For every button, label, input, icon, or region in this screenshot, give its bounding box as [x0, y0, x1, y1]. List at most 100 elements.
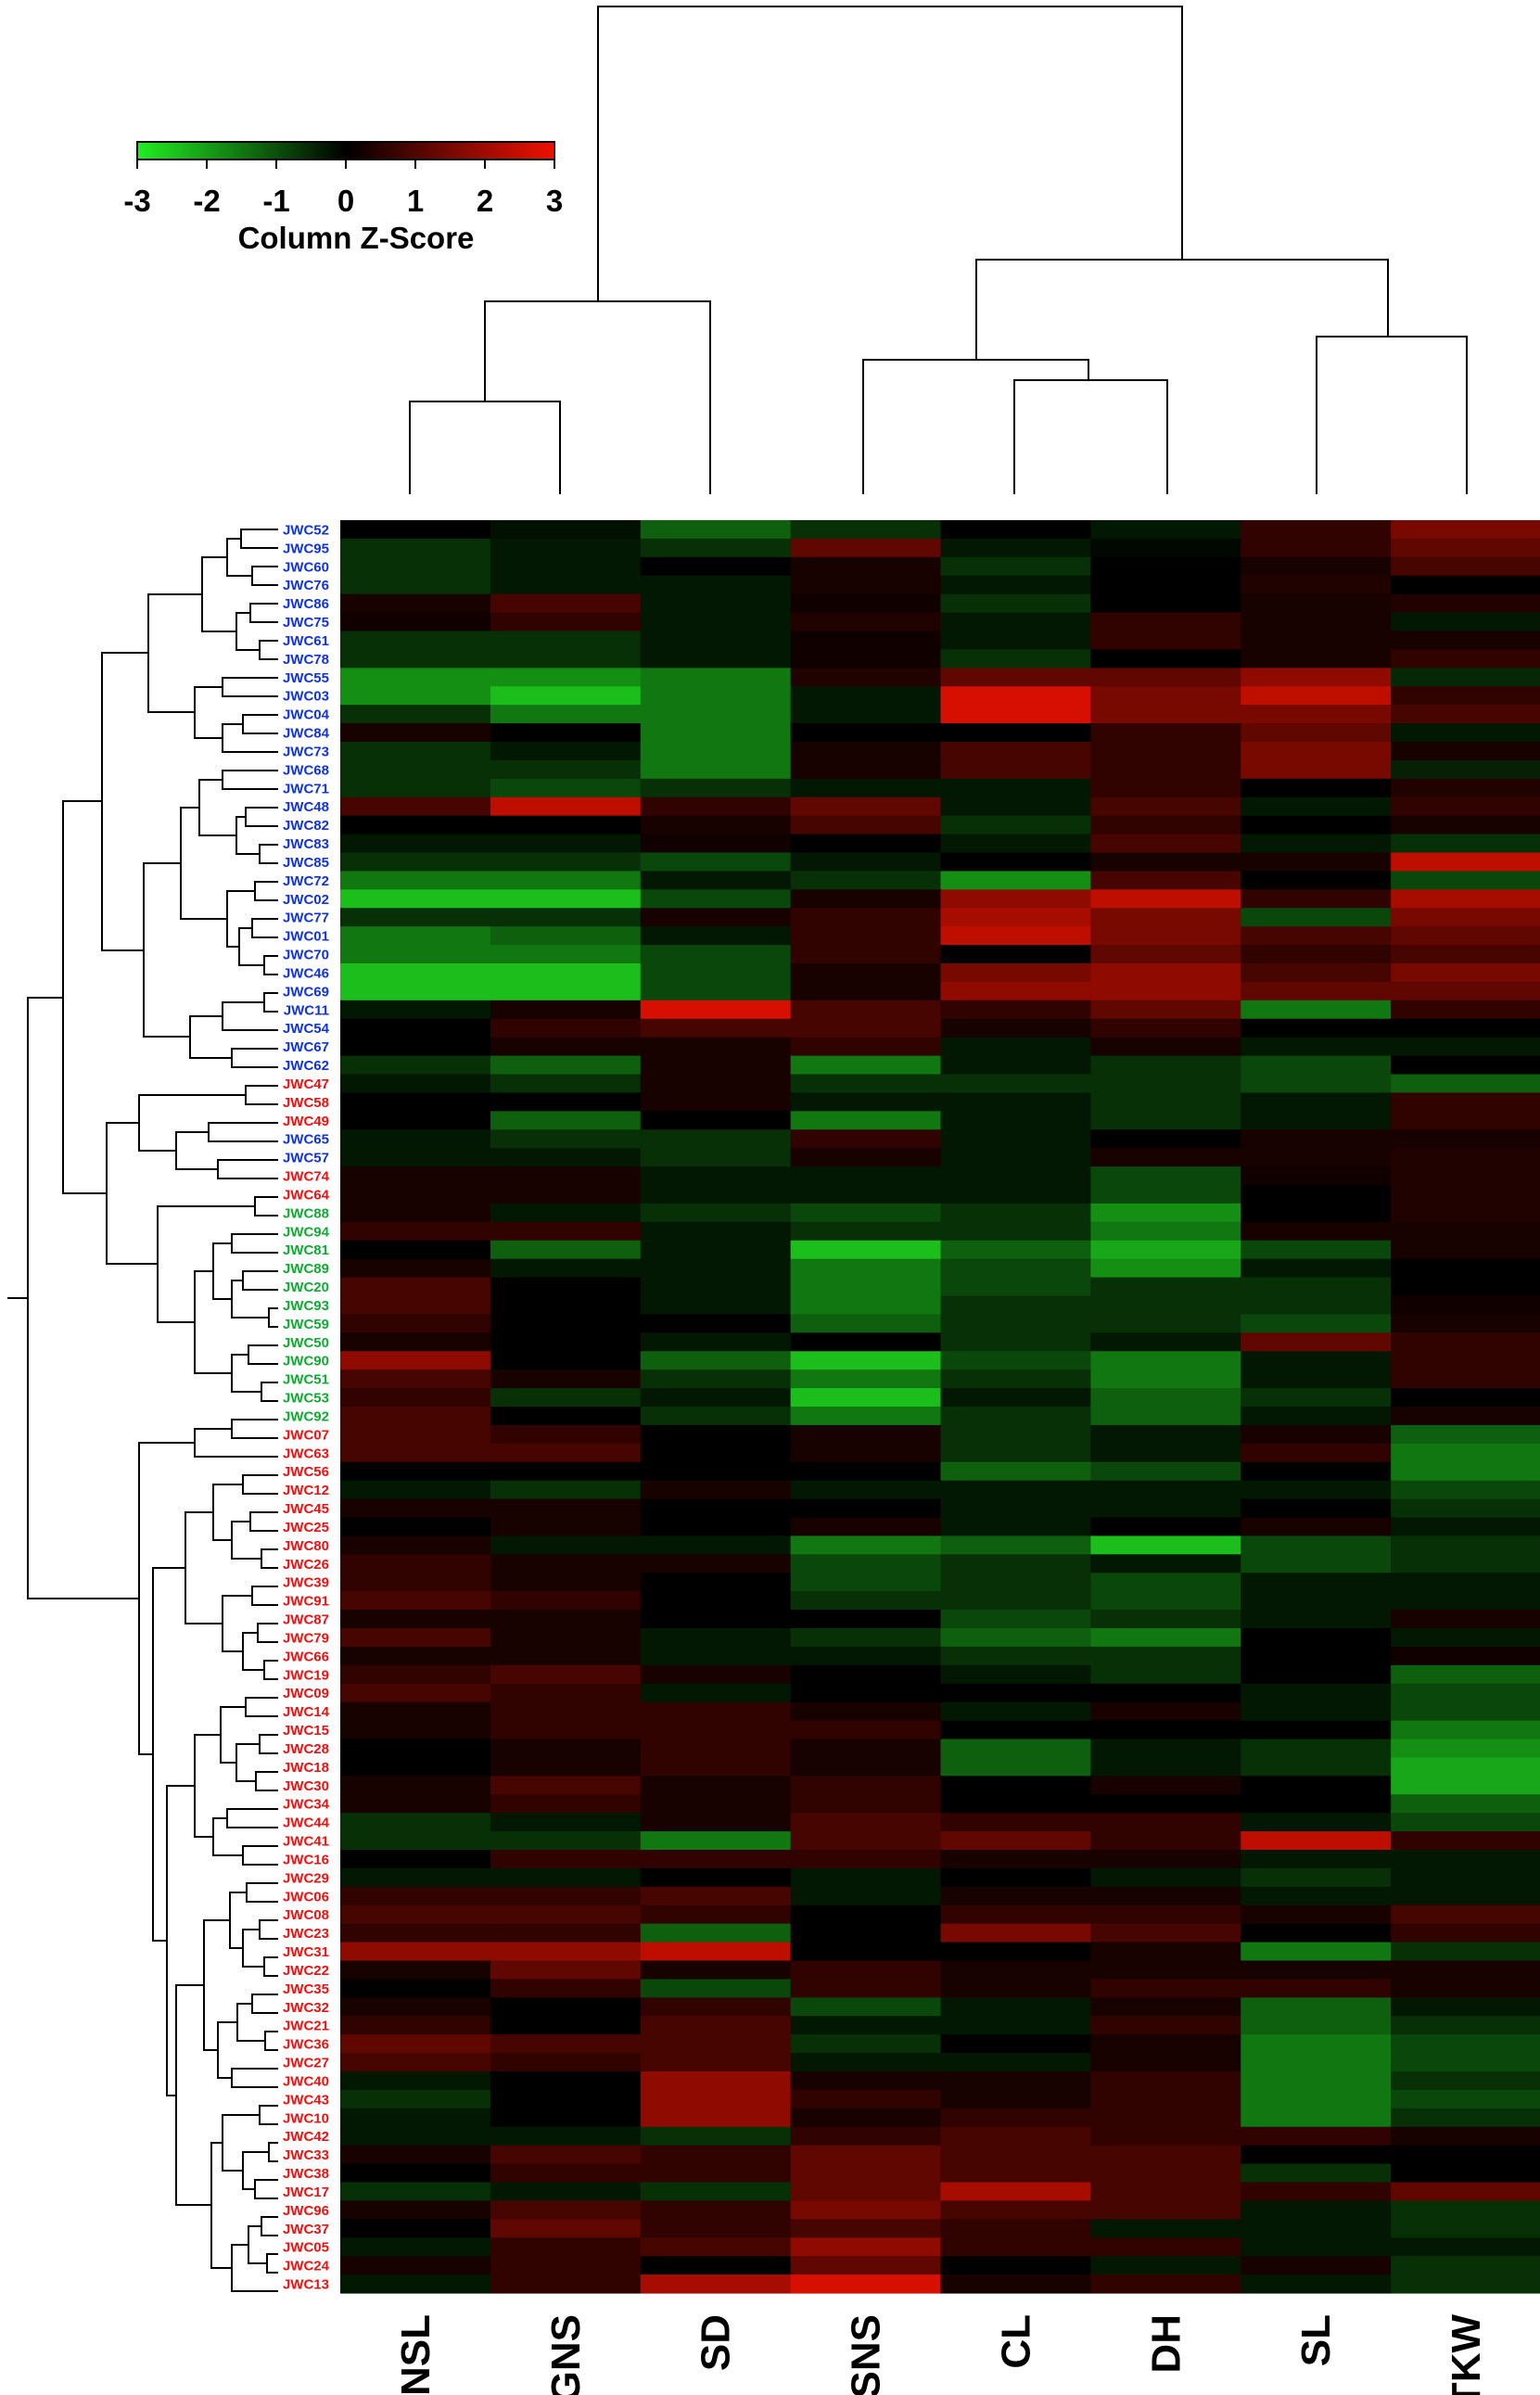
- row-label: JWC65: [283, 1132, 329, 1148]
- heatmap-cell: [490, 1369, 642, 1389]
- heatmap-cell: [1090, 2071, 1241, 2091]
- heatmap-cell: [1391, 1942, 1540, 1962]
- heatmap-cell: [640, 1905, 792, 1925]
- heatmap-cell: [1241, 2016, 1392, 2035]
- heatmap-cell: [940, 575, 1091, 595]
- heatmap-cell: [490, 1683, 642, 1703]
- heatmap-cell: [1391, 1850, 1540, 1869]
- heatmap-cell: [940, 2016, 1091, 2035]
- heatmap-cell: [1391, 1037, 1540, 1057]
- heatmap-cell: [790, 1498, 942, 1519]
- heatmap-cell: [1090, 1701, 1241, 1722]
- heatmap-cell: [640, 1867, 792, 1888]
- heatmap-cell: [1090, 1905, 1241, 1925]
- heatmap-cell: [490, 742, 642, 761]
- heatmap-cell: [340, 1295, 491, 1316]
- row-label: JWC09: [283, 1686, 329, 1701]
- heatmap-cell: [790, 2237, 942, 2257]
- heatmap-cell: [1090, 1443, 1241, 1463]
- row-label: JWC68: [283, 762, 329, 778]
- heatmap-cell: [940, 759, 1091, 780]
- heatmap-cell: [940, 1813, 1091, 1832]
- row-label: JWC19: [283, 1667, 329, 1683]
- color-key-tick-label: 3: [546, 184, 563, 218]
- row-label: JWC21: [283, 2019, 329, 2034]
- heatmap-cell: [490, 1480, 642, 1500]
- heatmap-cell: [790, 2053, 942, 2072]
- heatmap-cell: [490, 1185, 642, 1204]
- heatmap-cell: [340, 1628, 491, 1648]
- heatmap-cell: [1090, 2089, 1241, 2109]
- heatmap-cell: [790, 1443, 942, 1463]
- heatmap-cell: [1090, 1074, 1241, 1094]
- heatmap-cell: [490, 889, 642, 909]
- heatmap-cell: [1090, 1517, 1241, 1537]
- heatmap-cell: [1391, 1332, 1540, 1352]
- heatmap-cell: [640, 556, 792, 577]
- heatmap-cell: [640, 1314, 792, 1333]
- heatmap-cell: [1090, 1554, 1241, 1573]
- heatmap-cell: [790, 2274, 942, 2294]
- heatmap-cell: [1090, 556, 1241, 577]
- heatmap-cell: [1090, 2219, 1241, 2238]
- heatmap-cell: [1090, 1942, 1241, 1962]
- column-label: TKW: [1444, 2314, 1489, 2395]
- heatmap-cell: [490, 1037, 642, 1057]
- heatmap-cell: [940, 926, 1091, 946]
- heatmap-cell: [1090, 1277, 1241, 1297]
- heatmap-cell: [790, 1813, 942, 1832]
- heatmap-cell: [790, 2108, 942, 2128]
- row-label: JWC16: [283, 1852, 329, 1867]
- heatmap-cell: [1241, 1813, 1392, 1832]
- row-label: JWC48: [283, 799, 329, 815]
- row-label: JWC40: [283, 2073, 329, 2089]
- row-label: JWC26: [283, 1557, 329, 1573]
- heatmap-cell: [340, 1461, 491, 1482]
- row-label: JWC78: [283, 652, 329, 668]
- heatmap-cell: [1241, 945, 1392, 964]
- heatmap-cell: [940, 556, 1091, 577]
- heatmap-cell: [790, 1905, 942, 1925]
- heatmap-cell: [1090, 796, 1241, 817]
- row-label: JWC32: [283, 2000, 329, 2016]
- heatmap-cell: [1391, 668, 1540, 687]
- heatmap-cell: [640, 2108, 792, 2128]
- heatmap-cell: [790, 705, 942, 724]
- heatmap-cell: [640, 1831, 792, 1851]
- heatmap-cell: [640, 2089, 792, 2109]
- heatmap-cell: [790, 945, 942, 964]
- heatmap-cell: [790, 520, 942, 540]
- heatmap-cell: [940, 2200, 1091, 2220]
- heatmap-cell: [790, 2182, 942, 2202]
- heatmap-cell: [940, 1480, 1091, 1500]
- heatmap-cell: [490, 2071, 642, 2091]
- heatmap-cell: [940, 723, 1091, 743]
- heatmap-cell: [1090, 1332, 1241, 1352]
- heatmap-cell: [1391, 1258, 1540, 1279]
- row-label: JWC86: [283, 596, 329, 612]
- heatmap-cell: [940, 2071, 1091, 2091]
- heatmap-cell: [340, 1610, 491, 1629]
- heatmap-cell: [340, 1092, 491, 1112]
- heatmap-cell: [340, 1498, 491, 1519]
- heatmap-cell: [490, 1388, 642, 1408]
- heatmap-cell: [1391, 834, 1540, 854]
- heatmap-cell: [1090, 1683, 1241, 1703]
- heatmap-cell: [790, 1831, 942, 1851]
- heatmap-cell: [1391, 631, 1540, 651]
- heatmap-cell: [940, 1610, 1091, 1629]
- heatmap-cell: [1241, 759, 1392, 780]
- row-label: JWC60: [283, 559, 329, 575]
- row-label: JWC14: [283, 1704, 330, 1720]
- heatmap-cell: [340, 1314, 491, 1333]
- heatmap-cell: [1090, 1886, 1241, 1906]
- heatmap-cell: [340, 612, 491, 632]
- heatmap-cell: [340, 2108, 491, 2128]
- heatmap-cell: [1241, 1720, 1392, 1740]
- heatmap-cell: [940, 1905, 1091, 1925]
- heatmap-cell: [1241, 631, 1392, 651]
- heatmap-cell: [1241, 742, 1392, 761]
- heatmap-cell: [1090, 631, 1241, 651]
- heatmap-cell: [340, 1794, 491, 1814]
- heatmap-cell: [340, 2219, 491, 2238]
